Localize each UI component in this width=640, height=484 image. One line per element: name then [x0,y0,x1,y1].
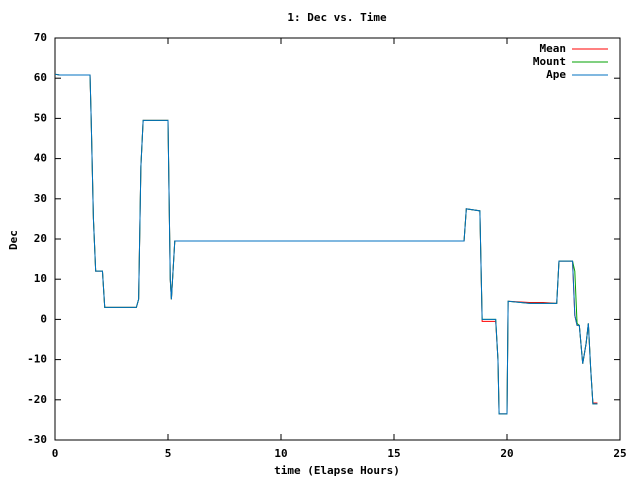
y-tick-label: -10 [27,353,47,366]
legend-label: Mount [533,55,566,68]
data-line [54,73,598,415]
x-tick-label: 5 [165,447,172,460]
y-tick-label: 50 [34,111,47,124]
y-tick-label: 0 [40,312,47,325]
x-axis-label: time (Elapse Hours) [274,464,400,477]
x-tick-label: 10 [274,447,287,460]
legend-label: Mean [540,42,567,55]
x-tick-label: 25 [613,447,626,460]
chart-title: 1: Dec vs. Time [287,11,387,24]
y-tick-label: 60 [34,71,47,84]
y-tick-label: 30 [34,192,47,205]
x-tick-label: 0 [52,447,59,460]
x-tick-label: 15 [387,447,400,460]
y-tick-label: 70 [34,31,47,44]
x-tick-label: 20 [500,447,513,460]
y-axis-label: Dec [7,230,20,250]
data-line [54,73,598,415]
y-tick-label: 40 [34,152,47,165]
y-tick-label: 20 [34,232,47,245]
legend-label: Ape [546,68,566,81]
data-line [54,73,598,415]
y-tick-label: -30 [27,433,47,446]
y-tick-label: 10 [34,272,47,285]
y-tick-label: -20 [27,393,47,406]
